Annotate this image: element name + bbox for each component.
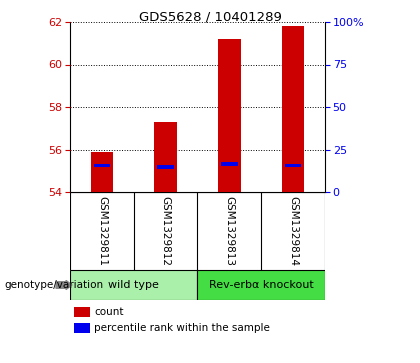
Text: Rev-erbα knockout: Rev-erbα knockout: [209, 280, 314, 290]
Bar: [218, 39, 241, 192]
Bar: [157, 165, 174, 168]
Text: GDS5628 / 10401289: GDS5628 / 10401289: [139, 11, 281, 24]
Text: percentile rank within the sample: percentile rank within the sample: [94, 323, 270, 333]
Text: wild type: wild type: [108, 280, 159, 290]
Bar: [282, 26, 304, 192]
Text: genotype/variation: genotype/variation: [4, 280, 103, 290]
Bar: [221, 162, 238, 166]
Text: count: count: [94, 307, 124, 317]
Text: GSM1329813: GSM1329813: [224, 196, 234, 266]
Text: GSM1329811: GSM1329811: [97, 196, 107, 266]
Text: GSM1329814: GSM1329814: [288, 196, 298, 266]
Bar: [285, 164, 302, 167]
Text: GSM1329812: GSM1329812: [160, 196, 171, 266]
Bar: [155, 122, 177, 192]
Bar: [91, 152, 113, 192]
Bar: [197, 270, 325, 300]
Bar: [94, 164, 110, 167]
Bar: [70, 270, 197, 300]
